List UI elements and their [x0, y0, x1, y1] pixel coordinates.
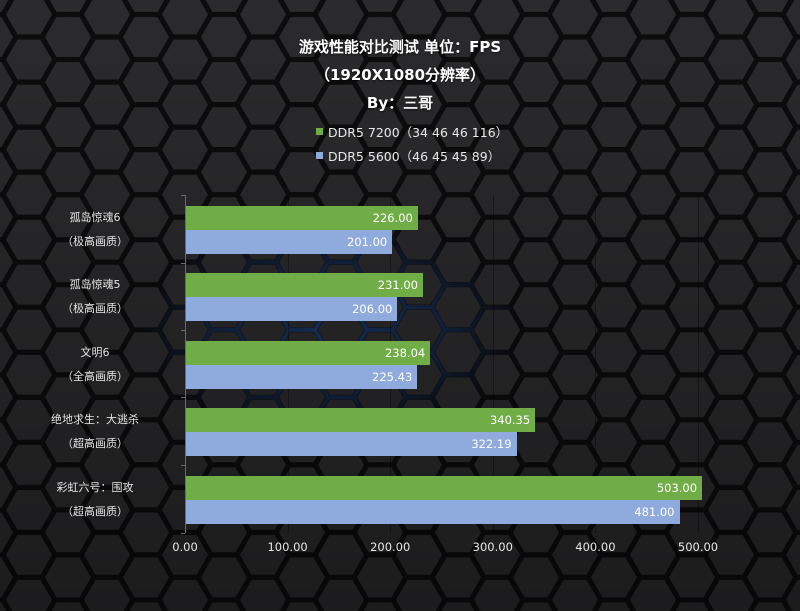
- legend-item-ddr5-7200: DDR5 7200（34 46 46 116）: [316, 123, 509, 140]
- legend-swatch-green-icon: [316, 127, 323, 135]
- y-tick: [181, 263, 185, 264]
- y-axis-line: [185, 195, 186, 533]
- y-tick: [181, 397, 185, 398]
- category-sublabel: （极高画质）: [62, 235, 128, 248]
- bar-ddr5-5600: 206.00: [186, 297, 398, 321]
- bar-ddr5-7200: 503.00: [186, 476, 703, 500]
- legend-label: DDR5 7200（34 46 46 116）: [328, 124, 509, 140]
- bar-value-label: 340.35: [489, 413, 531, 427]
- category-label: 绝地求生：大逃杀: [51, 413, 139, 426]
- bar-value-label: 322.19: [471, 437, 512, 451]
- bar-value-label: 206.00: [352, 302, 393, 316]
- bar-ddr5-7200: 231.00: [186, 273, 423, 297]
- y-tick: [181, 533, 185, 534]
- gridline: [492, 195, 494, 533]
- category-sublabel: （超高画质）: [62, 505, 128, 518]
- gridline: [698, 195, 699, 533]
- category-label: 彩虹六号：围攻: [56, 481, 134, 494]
- y-tick: [181, 465, 185, 466]
- category-label: 孤岛惊魂6: [69, 211, 121, 224]
- bar-value-label: 225.43: [372, 370, 413, 384]
- x-tick-label: 0.00: [172, 540, 198, 554]
- x-tick-label: 500.00: [677, 540, 719, 554]
- category-sublabel: （超高画质）: [62, 437, 128, 450]
- bar-ddr5-5600: 225.43: [186, 365, 418, 389]
- x-tick-label: 400.00: [575, 540, 616, 554]
- category-label: 文明6: [80, 346, 110, 359]
- bar-ddr5-7200: 340.35: [186, 408, 536, 432]
- bar-ddr5-7200: 238.04: [186, 341, 431, 365]
- x-tick-label: 300.00: [472, 540, 513, 554]
- bar-ddr5-5600: 481.00: [186, 500, 680, 524]
- bar-ddr5-5600: 322.19: [186, 432, 517, 456]
- bar-value-label: 231.00: [377, 278, 418, 292]
- legend-item-ddr5-5600: DDR5 5600（46 45 45 89）: [316, 147, 501, 164]
- chart-author: By：三哥: [366, 94, 434, 112]
- bar-value-label: 226.00: [372, 211, 413, 225]
- legend-label: DDR5 5600（46 45 45 89）: [328, 148, 501, 164]
- legend-swatch-blue-icon: [316, 151, 323, 159]
- bar-value-label: 201.00: [346, 235, 388, 249]
- x-tick-label: 200.00: [370, 540, 411, 554]
- bar-ddr5-7200: 226.00: [186, 206, 418, 230]
- bar-ddr5-5600: 201.00: [186, 230, 393, 254]
- category-label: 孤岛惊魂5: [69, 278, 121, 291]
- bar-value-label: 238.04: [384, 346, 426, 360]
- gridline: [595, 195, 597, 533]
- category-sublabel: （极高画质）: [62, 302, 128, 315]
- bar-value-label: 503.00: [656, 481, 698, 495]
- y-tick: [181, 195, 185, 196]
- y-tick: [181, 330, 185, 331]
- x-tick-label: 100.00: [267, 540, 308, 554]
- bar-value-label: 481.00: [634, 505, 675, 519]
- chart-title: 游戏性能对比测试 单位：FPS: [298, 38, 502, 56]
- category-sublabel: （全高画质）: [62, 370, 128, 383]
- chart-subtitle: （1920X1080分辨率）: [314, 66, 486, 84]
